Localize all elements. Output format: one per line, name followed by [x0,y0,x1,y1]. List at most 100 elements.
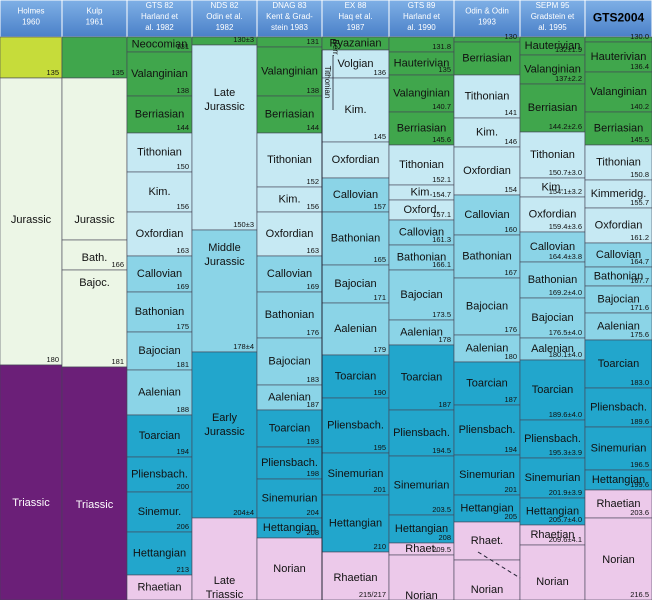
age-label: 130±3 [233,35,254,44]
stage-label: Volgian [337,58,373,70]
age-label: 175.6 [630,330,649,339]
age-label: 198 [306,469,319,478]
stage-cell [61,36,128,79]
stage-cell [388,554,455,600]
age-label: 199.6 [630,480,649,489]
age-label: 171.6 [630,303,649,312]
age-label: 203.5 [432,505,451,514]
age-label: 200 [176,482,189,491]
stage-cell [61,269,128,368]
stage-cell [256,95,323,134]
stage-label: Bath. [82,252,108,264]
age-label: 183.0 [630,378,649,387]
stage-label: Bajocian [400,289,442,301]
stage-label: Bajocian [466,300,508,312]
stage-label: Bajocian [334,278,376,290]
stage-label: Kim. [279,193,301,205]
stage-cell [453,404,521,456]
age-label: 193 [306,437,319,446]
stage-cell [519,497,586,526]
stage-cell [584,339,652,389]
header-text: Odin et al. [206,12,242,21]
stage-cell [126,211,193,257]
age-label: 210 [373,542,386,551]
age-label: 189.6 [630,417,649,426]
age-label: 161.3 [432,235,451,244]
stage-cell [126,369,193,416]
age-label: 194 [176,447,189,456]
age-label: 140.7 [432,102,451,111]
stage-cell [584,144,652,181]
stage-cell [126,414,193,458]
stage-cell [191,229,258,353]
stage-label: Callovian [137,268,182,280]
stage-cell [61,239,128,271]
age-label: 150±3 [233,220,254,229]
age-label: 176 [306,328,319,337]
stage-label: Callovian [267,268,312,280]
age-label: 178 [438,335,451,344]
stage-cell [388,74,455,113]
age-label: 169 [176,282,189,291]
stage-label: Bathonian [462,250,512,262]
header-text: GTS2004 [593,11,645,25]
age-label: 190 [373,388,386,397]
stage-cell [584,71,652,113]
header-text: Haq et al. [338,12,372,21]
stage-label: Sinemurian [394,479,450,491]
stage-label: Norian [273,563,305,575]
age-label: 169.2±4.0 [549,288,582,297]
stage-label: Tithonian [399,159,444,171]
age-label: 163 [306,246,319,255]
stage-cell [61,77,128,241]
stage-cell [321,494,390,553]
age-label: 209.6±4.1 [549,535,582,544]
age-label: 135 [111,68,124,77]
stage-cell [321,264,390,304]
header-text: DNAG 83 [272,1,307,10]
stage-cell [584,41,652,73]
stage-label: Bathonian [265,309,315,321]
stage-label: Berriasian [462,52,512,64]
stage-label: Triassic [12,497,50,509]
stage-label: Hettangian [329,517,382,529]
age-label: 183 [306,375,319,384]
stage-cell [191,517,258,600]
stage-cell [0,77,63,366]
stage-cell [126,491,193,533]
age-label: 150.8 [630,170,649,179]
header-text: Gradstein et [531,12,575,21]
age-label: 180 [46,355,59,364]
age-label: 201 [373,485,386,494]
age-label: 189.6±4.0 [549,410,582,419]
stage-label: Bathonian [135,306,185,318]
header-text: 1982 [216,23,234,32]
stage-label: Valanginian [590,86,647,98]
stage-label: Sinemurian [459,469,515,481]
stage-label: Toarcian [269,422,311,434]
stage-label: Bathonian [594,270,644,282]
age-label: 131.8 [432,42,451,51]
stage-label: Hettangian [395,523,448,535]
stage-label: Tithonian [267,154,312,166]
age-label: 195 [373,443,386,452]
age-label: 152 [306,177,319,186]
stage-label: Bathonian [331,232,381,244]
age-label: 201.9±3.9 [549,488,582,497]
stage-label: Aalenian [138,386,181,398]
age-label: 160 [504,225,517,234]
stage-cell [61,366,128,600]
age-label: 140.2 [630,102,649,111]
age-label: 166 [111,260,124,269]
stage-label: Bathonian [528,274,578,286]
header-text: Kent & Grad- [266,12,313,21]
stage-label: Sinemur. [138,506,181,518]
stage-label: Rhaetian [137,581,181,593]
header-cell [584,0,652,38]
stage-label: Neocomian [132,38,188,50]
stage-cell [453,334,521,363]
stage-label: Callovian [333,189,378,201]
stage-cell [321,397,390,454]
stage-cell [126,331,193,371]
